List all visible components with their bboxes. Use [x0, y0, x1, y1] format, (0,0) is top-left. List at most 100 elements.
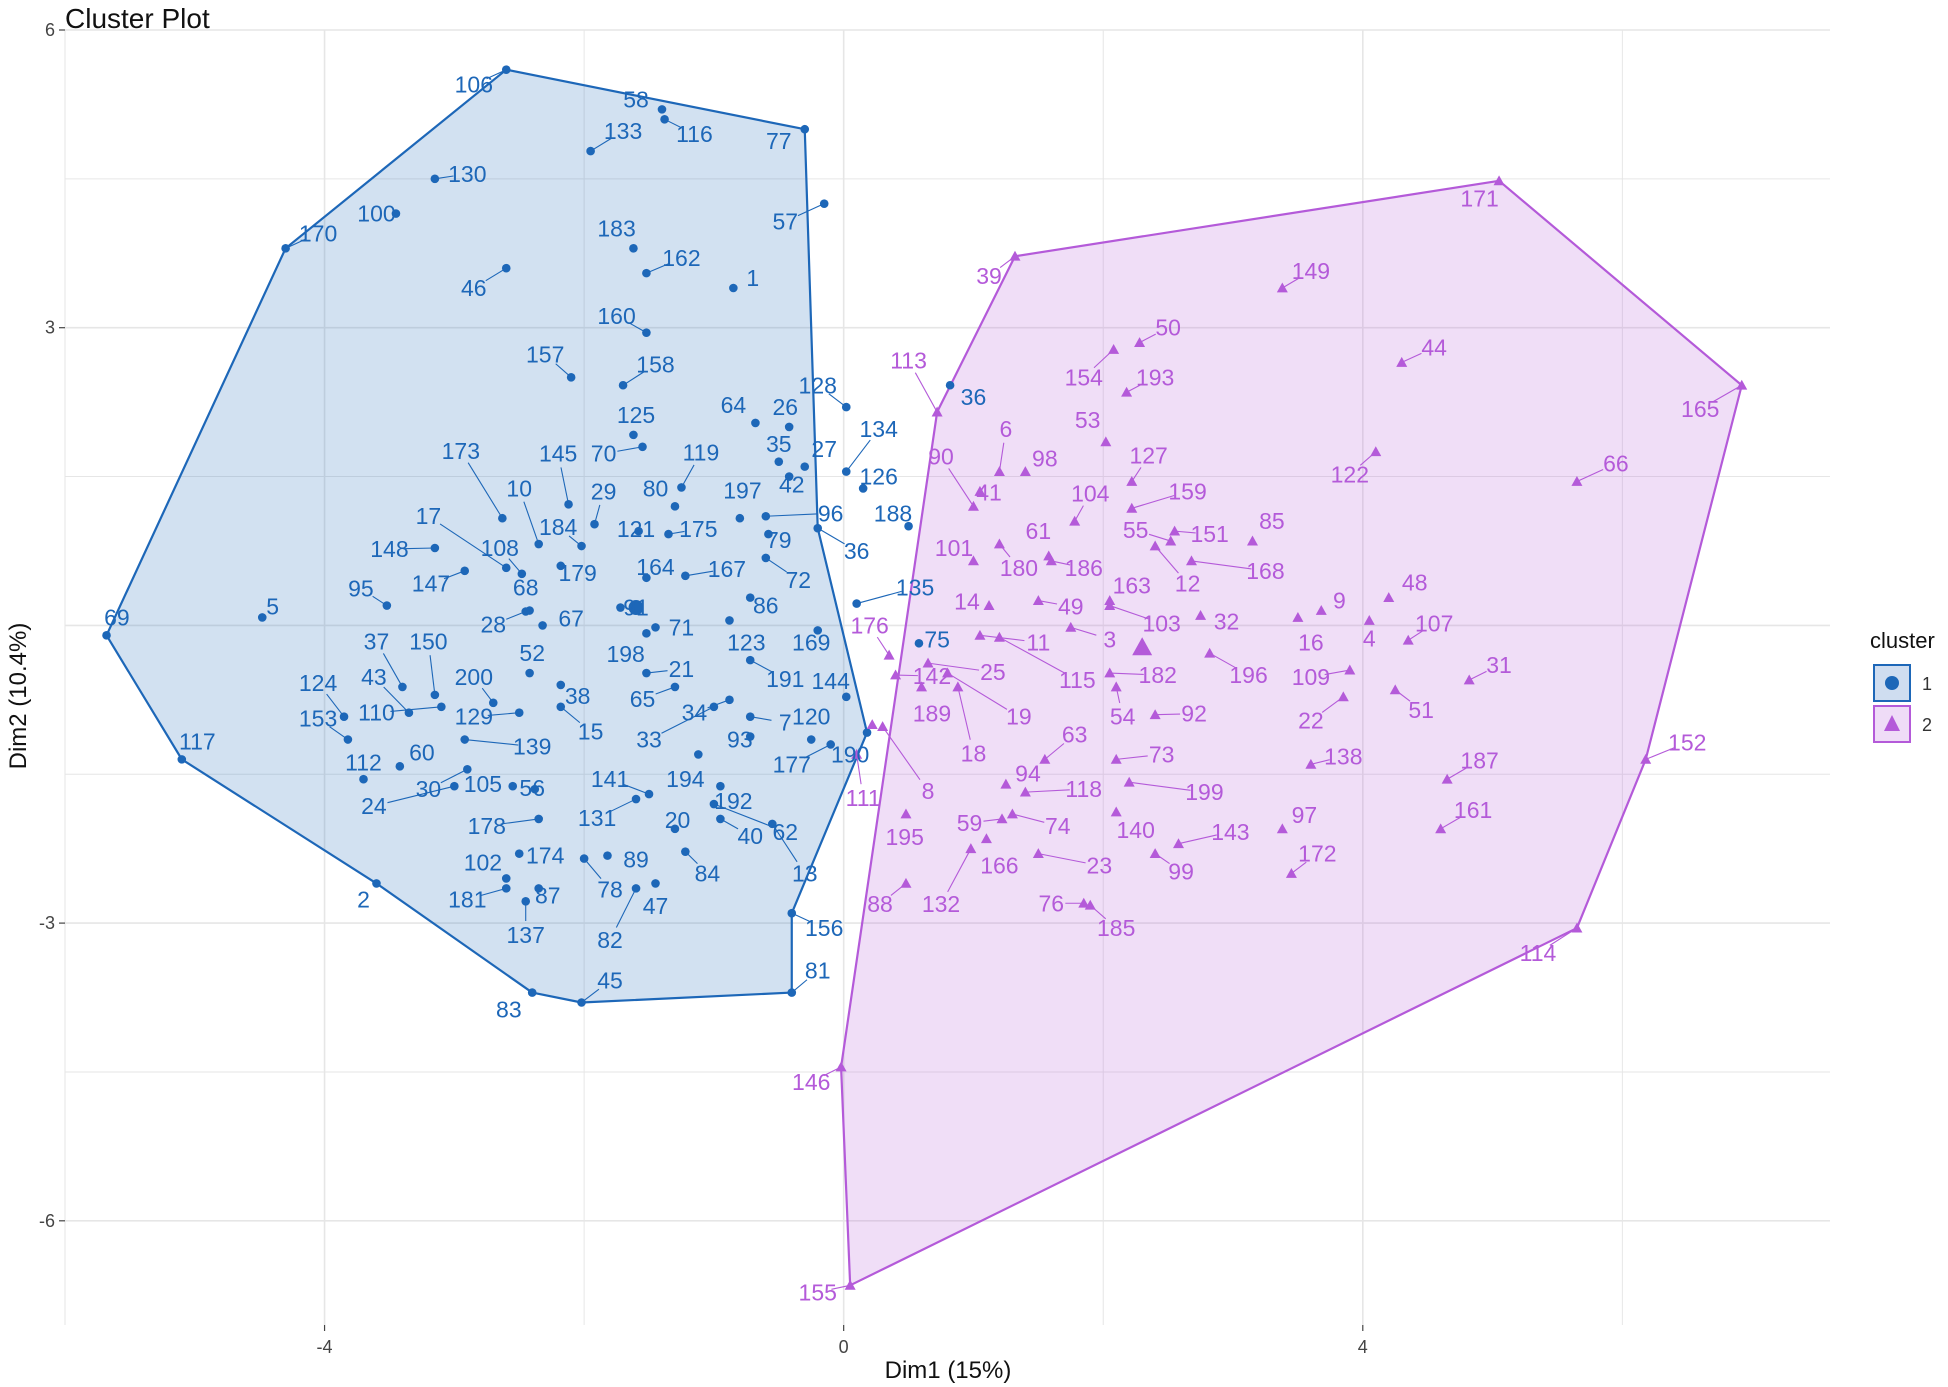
point-label: 77	[766, 128, 792, 154]
point-6	[993, 466, 1005, 476]
point-label: 113	[890, 347, 927, 373]
point-label: 83	[496, 996, 522, 1022]
point-161	[1435, 823, 1447, 834]
point-label: 166	[980, 853, 1018, 879]
point-label: 13	[792, 860, 818, 886]
point-177	[826, 740, 835, 749]
point-169	[813, 626, 823, 635]
point-label: 148	[370, 536, 408, 562]
point-153	[343, 735, 353, 744]
point-label: 171	[1460, 186, 1498, 212]
label-leader	[523, 501, 540, 545]
point-label: 19	[1006, 704, 1032, 730]
point-71	[651, 623, 660, 632]
point-label: 29	[591, 478, 617, 504]
label-leader	[609, 798, 637, 813]
point-103	[1104, 600, 1116, 610]
point-label: 161	[1454, 797, 1492, 823]
point-label: 36	[844, 538, 870, 564]
point-label: 182	[1139, 662, 1177, 688]
point-15	[556, 702, 566, 712]
point-65	[670, 682, 680, 692]
point-label: 179	[558, 560, 596, 586]
point-159	[1126, 502, 1138, 513]
point-label: 58	[623, 86, 649, 112]
point-label: 36	[961, 384, 987, 410]
label-leader	[1446, 766, 1468, 780]
point-label: 145	[539, 441, 577, 467]
point-label: 99	[1168, 859, 1194, 885]
point-label: 134	[860, 416, 899, 442]
point-199	[1123, 776, 1135, 787]
point-label: 159	[1168, 478, 1206, 504]
point-51	[1389, 684, 1401, 695]
point-87	[534, 884, 543, 893]
point-label: 80	[643, 475, 669, 501]
y-tick-label: 6	[45, 20, 55, 40]
point-181	[501, 884, 511, 893]
point-82	[631, 884, 641, 893]
point-label: 41	[976, 479, 1002, 505]
point-label: 143	[1211, 819, 1249, 845]
point-label: 22	[1298, 708, 1324, 734]
point-18	[952, 681, 964, 692]
point-172	[1285, 867, 1297, 878]
point-label: 199	[1185, 779, 1223, 805]
point-133	[586, 146, 595, 156]
point-label: 108	[481, 535, 519, 561]
point-label: 82	[597, 927, 623, 953]
point-label: 109	[1292, 664, 1330, 690]
point-140	[1110, 806, 1122, 817]
label-leader	[1209, 652, 1237, 669]
point-label: 1	[746, 265, 759, 291]
point-label: 180	[1000, 555, 1038, 581]
label-leader	[1131, 494, 1175, 509]
point-73	[1110, 753, 1122, 764]
point-157	[566, 373, 576, 382]
point-96	[761, 511, 771, 521]
point-label: 163	[1113, 573, 1151, 599]
point-43	[404, 708, 414, 718]
point-9	[1315, 605, 1327, 615]
point-32	[1195, 609, 1207, 620]
point-label: 160	[597, 303, 635, 329]
point-label: 152	[1668, 729, 1706, 755]
point-26	[784, 422, 794, 432]
point-label: 138	[1324, 743, 1362, 769]
point-110	[437, 702, 446, 712]
point-1	[729, 283, 738, 293]
point-label: 62	[772, 819, 798, 845]
label-leader	[439, 523, 507, 569]
point-label: 188	[874, 500, 912, 526]
point-label: 118	[1065, 776, 1102, 802]
point-56	[530, 784, 540, 794]
plot-panel	[65, 30, 1830, 1325]
point-label: 12	[1175, 571, 1201, 597]
point-147	[460, 566, 470, 576]
label-leader-lines	[285, 69, 1743, 1290]
point-label: 177	[773, 751, 811, 777]
point-label: 72	[785, 567, 811, 593]
point-149	[1276, 282, 1288, 293]
point-195	[900, 808, 912, 819]
point-197	[735, 513, 745, 523]
label-leader	[1070, 626, 1097, 636]
point-106	[501, 65, 511, 74]
point-57	[819, 199, 829, 208]
point-58	[657, 105, 667, 114]
point-label: 37	[364, 628, 390, 654]
point-101	[967, 555, 979, 566]
point-label: 112	[345, 749, 382, 775]
point-104	[1069, 515, 1081, 526]
label-leader	[583, 858, 602, 880]
label-leader	[947, 848, 972, 893]
point-185	[1084, 899, 1096, 910]
point-126	[858, 484, 868, 493]
point-145	[564, 500, 573, 509]
point-label: 126	[860, 464, 898, 490]
point-label: 34	[682, 700, 708, 726]
label-leader	[1116, 755, 1148, 760]
legend-label-1: 1	[1922, 674, 1932, 694]
